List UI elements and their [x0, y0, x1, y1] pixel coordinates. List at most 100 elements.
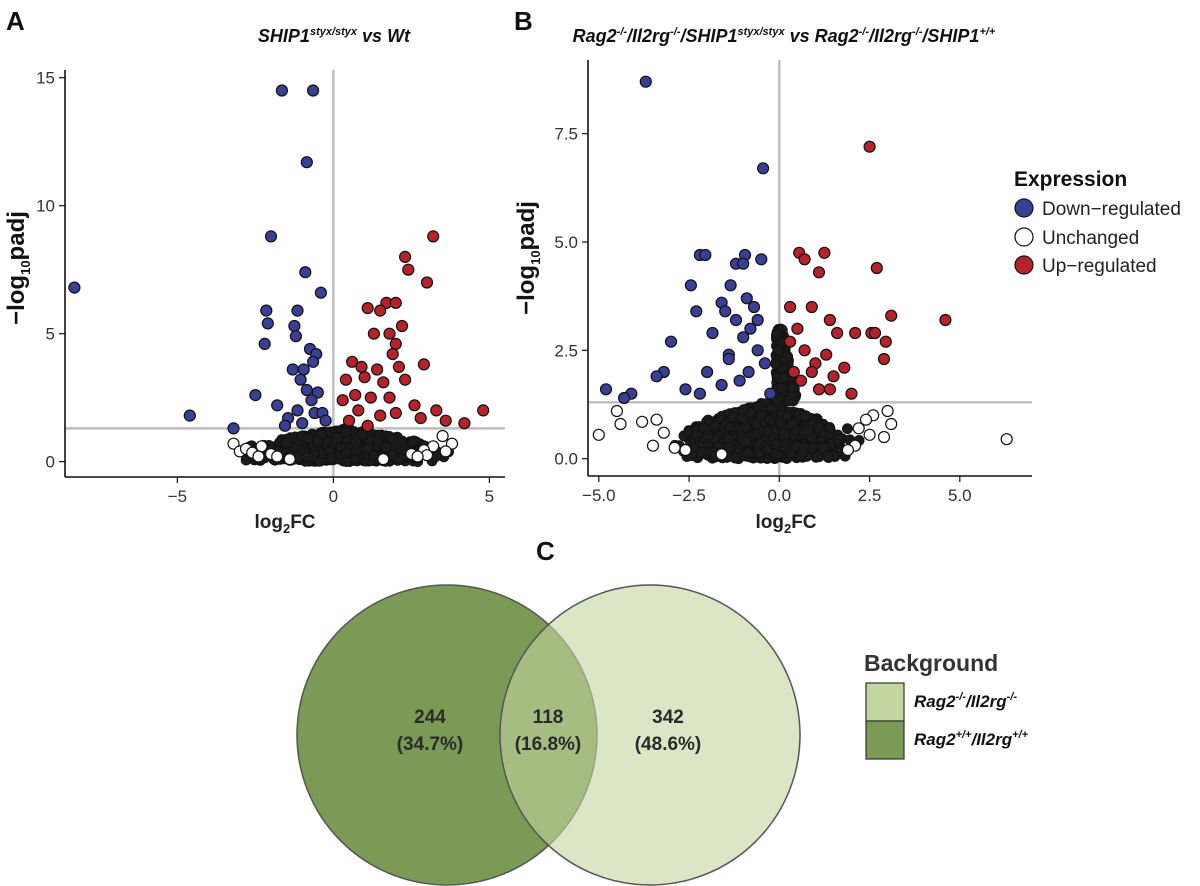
down-point	[751, 344, 764, 357]
unchanged-point	[1000, 433, 1013, 446]
down-point	[693, 387, 707, 400]
up-point	[408, 399, 421, 412]
up-point	[812, 383, 826, 396]
unchanged-point	[709, 420, 721, 432]
plot-a-title: SHIP1styx/styx vs Wt	[258, 26, 411, 46]
down-point	[286, 363, 299, 376]
plot-a-x-axis-title: log2FC	[254, 512, 315, 536]
down-point	[260, 304, 273, 317]
down-point	[68, 281, 81, 294]
legend-down-regulated-label: Down−regulated	[1042, 199, 1181, 220]
down-point	[747, 300, 761, 314]
up-point	[371, 363, 384, 376]
unchanged-point	[730, 452, 741, 464]
y-tick-label: 7.5	[554, 125, 578, 144]
background-legend-swatch-rag2-wildtype	[865, 720, 905, 760]
plot-a-title-rest: vs Wt	[357, 26, 411, 46]
unchanged-point	[271, 450, 284, 463]
down-point	[724, 279, 737, 292]
plot-b-x-ticks: −5.0 −2.5 0.0 2.5 5.0	[582, 476, 972, 505]
x-tick-label: −5	[168, 487, 187, 506]
background-legend-swatch-rag2-knockout	[865, 682, 905, 722]
up-point	[805, 300, 818, 314]
unchanged-point	[798, 446, 809, 458]
plot-a-title-gene: SHIP1	[258, 26, 310, 46]
up-point	[823, 313, 837, 327]
unchanged-point	[657, 426, 670, 439]
up-point	[458, 417, 471, 430]
unchanged-point	[592, 428, 605, 441]
up-point	[389, 406, 402, 420]
unchanged-point	[799, 410, 811, 422]
up-point	[827, 370, 840, 383]
unchanged-point	[281, 437, 293, 449]
up-point	[798, 253, 811, 266]
up-point	[417, 358, 430, 371]
up-point	[389, 337, 402, 350]
up-point	[374, 409, 387, 422]
plot-b-points	[592, 75, 1013, 461]
down-point	[764, 387, 777, 400]
up-point	[414, 412, 427, 425]
down-point	[291, 304, 304, 317]
down-point	[719, 305, 732, 318]
up-point	[477, 404, 490, 417]
x-tick-label: 5.0	[948, 486, 972, 505]
up-point	[794, 374, 808, 387]
up-point	[791, 322, 804, 335]
panel-label-b: B	[514, 6, 533, 36]
x-tick-label: 0	[329, 487, 338, 506]
expression-legend-title: Expression	[1014, 168, 1127, 191]
unchanged-point	[679, 443, 692, 457]
legend-up-regulated-label: Up−regulated	[1042, 256, 1157, 277]
down-point	[664, 335, 678, 348]
up-point	[336, 394, 349, 407]
up-point	[377, 376, 390, 389]
unchanged-point	[782, 410, 793, 422]
down-point	[715, 378, 728, 392]
up-point	[868, 326, 882, 340]
down-point	[755, 253, 768, 266]
down-point	[299, 266, 312, 279]
plot-b-y-ticks: 0.0 2.5 5.0 7.5	[554, 125, 588, 469]
down-point	[300, 383, 313, 397]
up-point	[830, 326, 844, 340]
unchanged-point	[742, 447, 753, 459]
unchanged-point	[691, 430, 702, 442]
down-point	[706, 326, 719, 340]
up-point	[787, 365, 800, 379]
y-tick-label: 10	[36, 197, 55, 216]
up-point	[420, 276, 434, 289]
unchanged-point	[772, 344, 784, 356]
x-tick-label: −5.0	[582, 486, 616, 505]
unchanged-point	[772, 328, 783, 340]
up-point	[383, 391, 396, 404]
unchanged-point	[740, 422, 752, 434]
up-point	[358, 371, 371, 384]
down-point	[271, 399, 284, 412]
plot-a-y-ticks: 0 5 10 15	[36, 69, 65, 472]
unchanged-point	[350, 436, 362, 448]
up-point	[870, 261, 883, 275]
unchanged-point	[340, 447, 352, 459]
unchanged-point	[824, 421, 836, 433]
plot-b-y-axis-title: −log10padj	[513, 201, 543, 315]
up-point	[879, 335, 892, 348]
up-point	[399, 250, 412, 263]
down-point	[729, 313, 743, 327]
panel-label-a: A	[6, 6, 25, 36]
up-point	[339, 373, 352, 386]
down-point	[307, 355, 320, 368]
up-point	[342, 414, 356, 427]
up-point	[823, 383, 837, 396]
unchanged-point	[762, 444, 774, 455]
plot-a-points	[68, 84, 490, 466]
plot-a-x-ticks: −5 0 5	[168, 477, 494, 506]
x-tick-label: 0.0	[767, 486, 791, 505]
up-point	[364, 391, 377, 404]
up-point	[805, 365, 818, 379]
unchanged-point	[727, 411, 739, 423]
expression-legend: Expression Down−regulated Unchanged Up−r…	[1014, 168, 1181, 277]
down-point	[297, 363, 310, 376]
unchanged-point	[325, 452, 337, 464]
